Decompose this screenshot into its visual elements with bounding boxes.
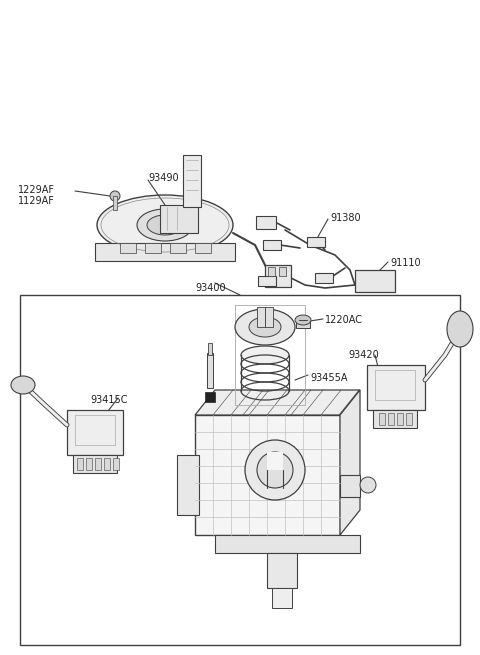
Bar — [279, 267, 286, 276]
Bar — [20, 295, 460, 645]
Bar — [86, 458, 92, 470]
Ellipse shape — [257, 452, 293, 488]
Bar — [267, 553, 297, 588]
Text: 93415C: 93415C — [90, 395, 128, 405]
Bar — [267, 452, 283, 470]
Ellipse shape — [360, 477, 376, 493]
Bar — [388, 413, 394, 425]
Bar — [73, 455, 117, 473]
Bar — [258, 276, 276, 286]
Bar — [205, 392, 215, 402]
Bar — [296, 320, 310, 328]
Bar — [95, 458, 101, 470]
Ellipse shape — [235, 309, 295, 345]
Bar — [195, 415, 340, 535]
Bar — [95, 243, 235, 261]
Ellipse shape — [11, 376, 35, 394]
Bar — [235, 305, 305, 405]
Bar — [113, 458, 119, 470]
Bar — [315, 273, 333, 283]
Bar — [373, 410, 417, 428]
Text: 93400: 93400 — [195, 283, 226, 293]
Ellipse shape — [295, 315, 311, 325]
Polygon shape — [195, 390, 360, 415]
Ellipse shape — [447, 311, 473, 347]
Bar — [104, 458, 110, 470]
Bar — [177, 455, 199, 515]
Text: 1229AF: 1229AF — [18, 185, 55, 195]
Bar — [257, 307, 265, 327]
Text: 91110: 91110 — [390, 258, 420, 268]
Bar — [207, 353, 213, 388]
Bar — [406, 413, 412, 425]
Bar — [77, 458, 83, 470]
Bar — [265, 307, 273, 327]
Bar — [272, 588, 292, 608]
Ellipse shape — [97, 195, 233, 255]
Ellipse shape — [137, 209, 193, 241]
Bar — [75, 415, 115, 445]
Text: 1129AF: 1129AF — [18, 196, 55, 206]
Polygon shape — [340, 390, 360, 535]
Bar — [340, 475, 360, 497]
Ellipse shape — [249, 317, 281, 337]
Bar — [195, 243, 211, 253]
Ellipse shape — [147, 215, 183, 235]
Bar — [307, 237, 325, 247]
Bar — [265, 265, 291, 287]
Ellipse shape — [245, 440, 305, 500]
Bar — [67, 410, 123, 455]
Bar — [268, 267, 275, 276]
Bar — [120, 243, 136, 253]
Bar — [256, 216, 276, 229]
Bar — [367, 365, 425, 410]
Bar — [379, 413, 385, 425]
Ellipse shape — [110, 191, 120, 201]
Bar — [160, 205, 198, 233]
Text: 1220AC: 1220AC — [325, 315, 363, 325]
Bar — [263, 240, 281, 250]
Bar — [397, 413, 403, 425]
Bar — [183, 155, 201, 207]
Bar — [113, 196, 117, 210]
Text: 91380: 91380 — [330, 213, 360, 223]
Text: 93455A: 93455A — [310, 373, 348, 383]
Ellipse shape — [241, 346, 289, 364]
Bar — [145, 243, 161, 253]
Bar — [355, 270, 395, 292]
Text: 93420: 93420 — [348, 350, 379, 360]
Bar — [170, 243, 186, 253]
Bar — [375, 370, 415, 400]
Text: 93490: 93490 — [148, 173, 179, 183]
Bar — [215, 535, 360, 553]
Bar — [208, 343, 212, 355]
